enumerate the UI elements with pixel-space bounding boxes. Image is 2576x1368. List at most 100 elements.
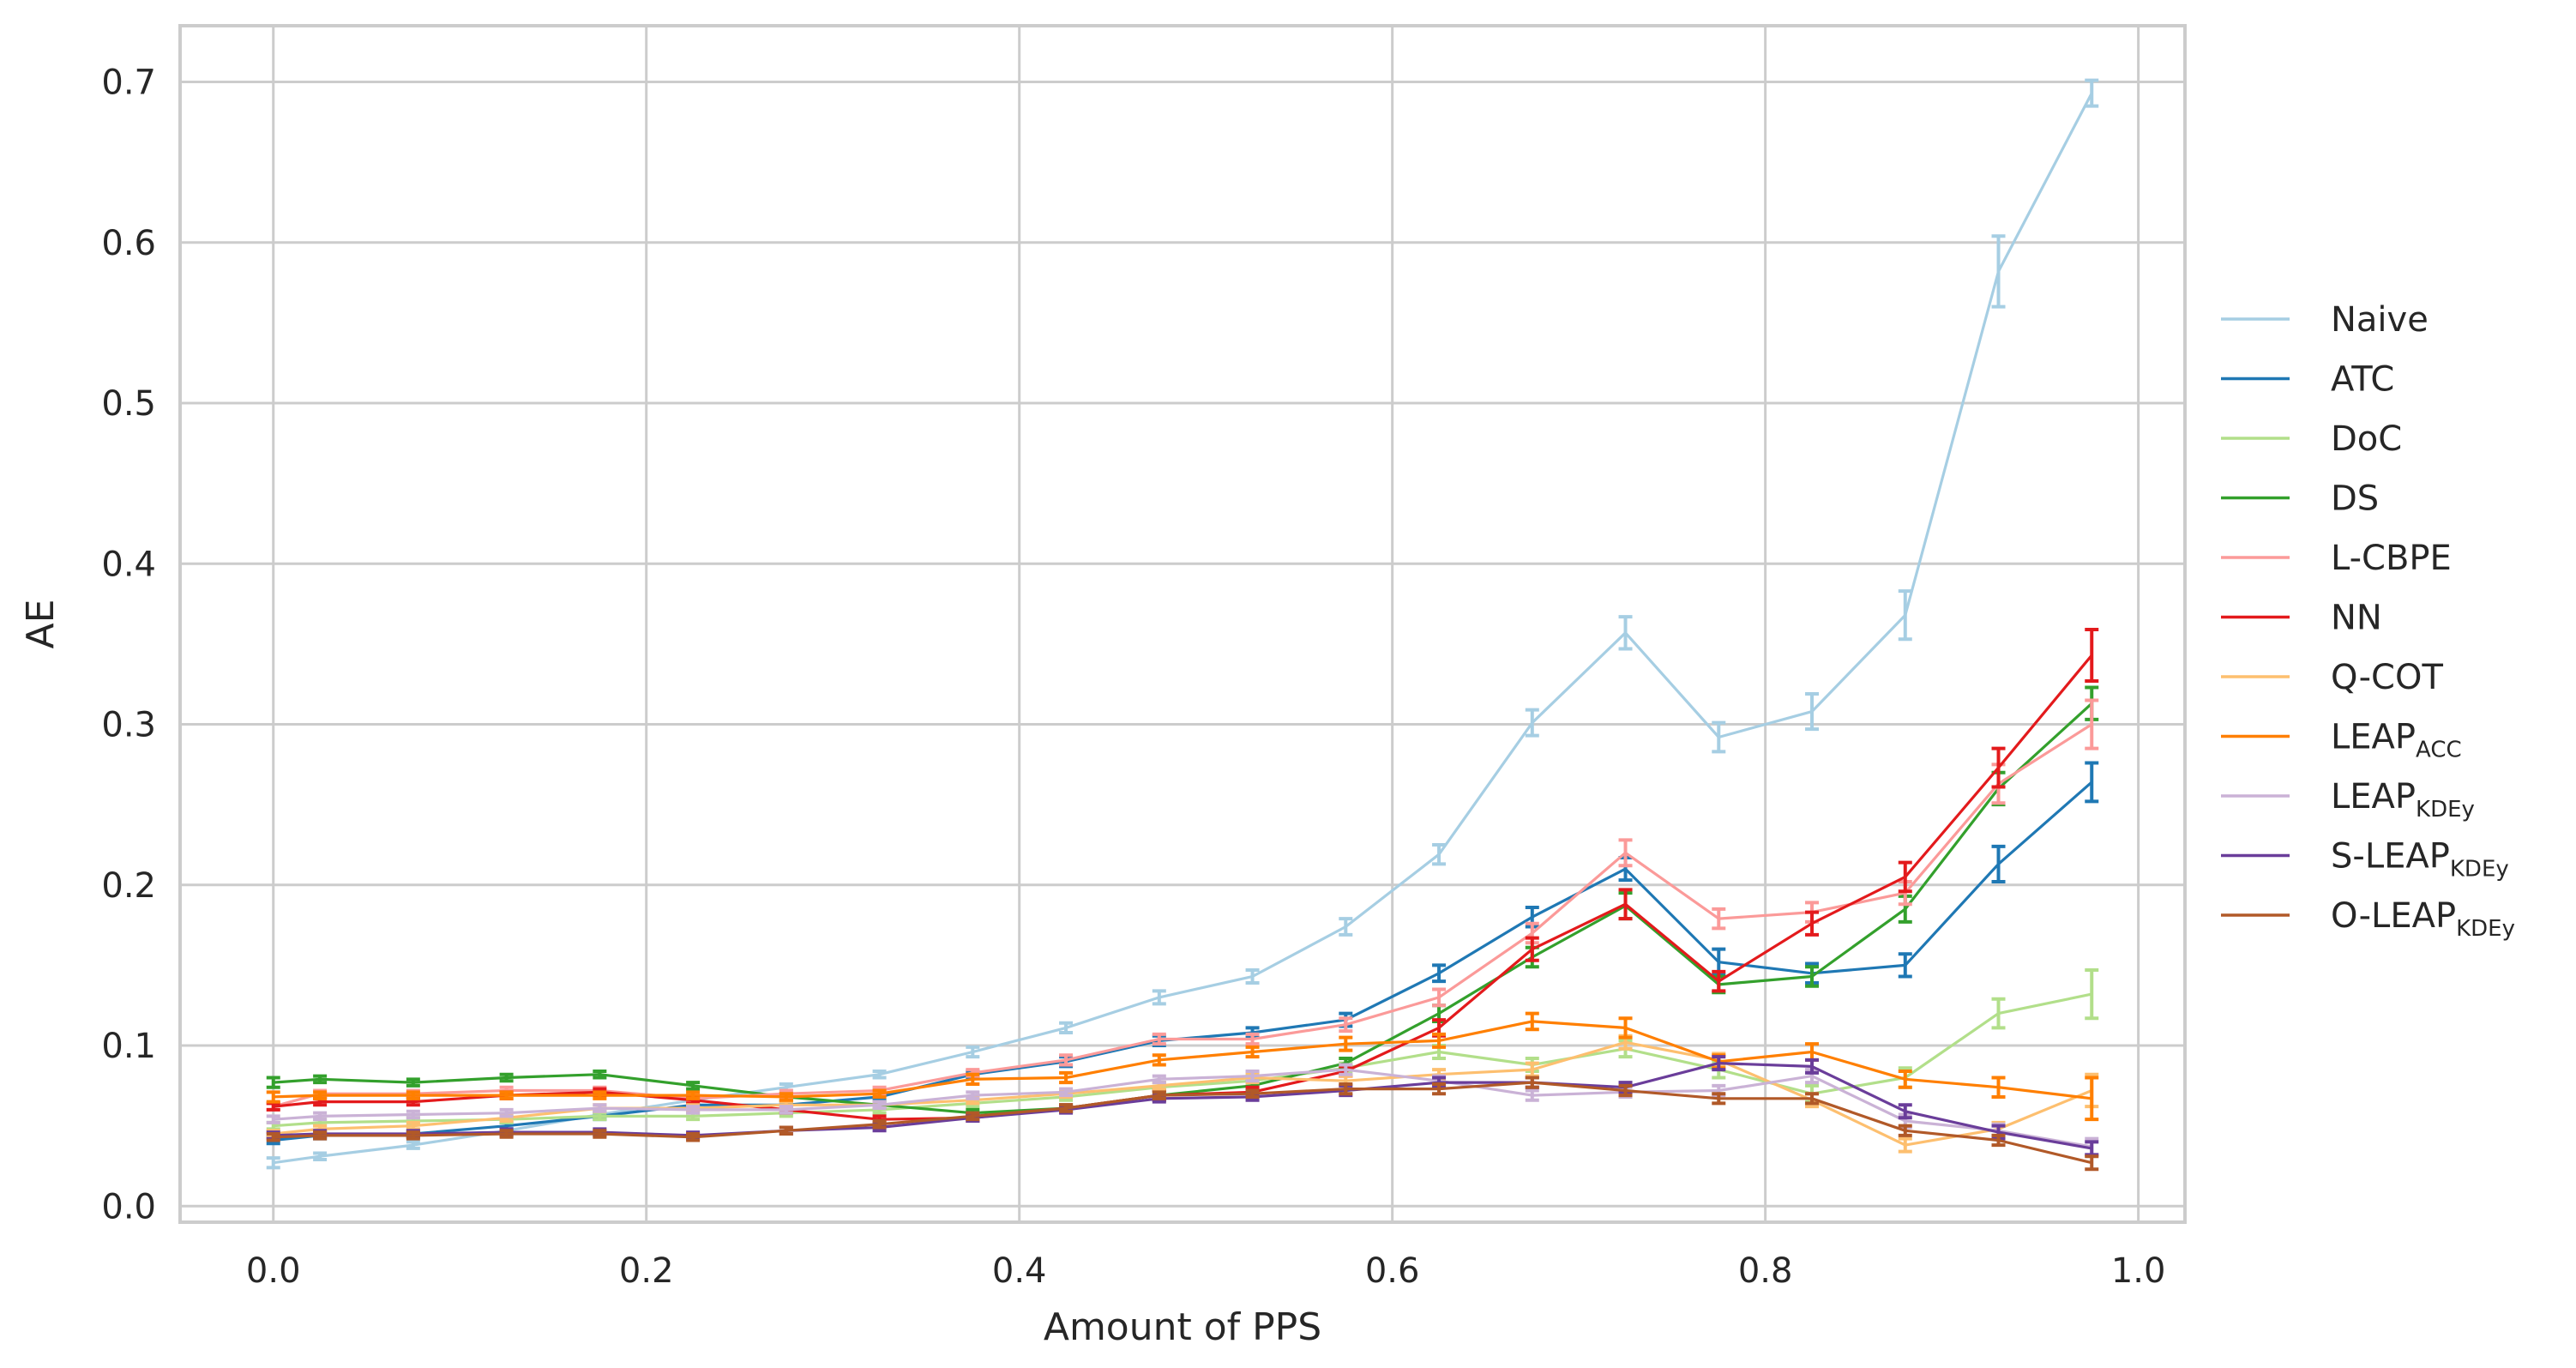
legend-label: O-LEAPKDEy (2331, 896, 2515, 942)
y-tick-label: 0.5 (101, 384, 156, 424)
y-tick-label: 0.4 (101, 545, 156, 584)
error-bar (1712, 907, 1726, 931)
error-bar (1898, 1103, 1912, 1120)
error-bar (1712, 1055, 1726, 1072)
y-tick-label: 0.1 (101, 1027, 156, 1066)
legend-item: ATC (2221, 360, 2394, 400)
x-tick-label: 0.4 (992, 1251, 1047, 1291)
error-bar (499, 1090, 514, 1100)
error-bar (1339, 1016, 1353, 1034)
error-bar (2085, 1076, 2099, 1122)
error-bar (1898, 589, 1912, 642)
x-tick-label: 0.0 (246, 1251, 301, 1291)
error-bar (1339, 1035, 1353, 1052)
tick-labels: 0.0 0.2 0.4 0.6 0.8 1.0 0.0 0.1 0.2 0.3 0.4 0.5 0.6 0… (101, 63, 2165, 1291)
error-bar (1712, 1092, 1726, 1106)
legend-item: LEAPKDEy (2221, 777, 2475, 823)
error-bar (1432, 987, 1447, 1008)
error-bar (1991, 234, 2006, 309)
legend-item: Naive (2221, 300, 2429, 340)
error-bar (1618, 888, 1633, 921)
error-bar (1618, 615, 1633, 651)
error-bar (1991, 997, 2006, 1030)
y-axis-label: AE (19, 600, 63, 649)
error-bar (872, 1119, 887, 1130)
error-bar (686, 1081, 701, 1091)
error-bar (406, 1077, 420, 1088)
error-bar (406, 1090, 420, 1100)
error-bar (499, 1129, 514, 1139)
error-bar (1432, 963, 1447, 984)
error-bar (1618, 1083, 1633, 1098)
error-bar (1152, 989, 1166, 1006)
error-bar (872, 1069, 887, 1080)
error-bar (779, 1125, 793, 1136)
error-bar (1805, 1092, 1820, 1106)
error-bar (1432, 1082, 1447, 1096)
error-bar (1152, 1053, 1166, 1067)
error-bar (1991, 746, 2006, 789)
legend-item: S-LEAPKDEy (2221, 837, 2509, 883)
series-leap-acc (266, 1011, 2099, 1122)
error-bar (779, 1092, 793, 1102)
error-bar (1805, 910, 1820, 937)
error-bar (1712, 720, 1726, 754)
error-bar (1991, 1133, 2006, 1148)
error-bar (1245, 1069, 1260, 1083)
x-tick-label: 0.2 (619, 1251, 674, 1291)
error-bar (1245, 1088, 1260, 1099)
error-bar (313, 1074, 328, 1085)
error-bar (406, 1109, 420, 1120)
legend-item: DS (2221, 479, 2379, 519)
error-bar (1339, 1063, 1353, 1076)
error-bar (1245, 1032, 1260, 1046)
error-bar (1339, 917, 1353, 937)
error-bar (266, 1090, 280, 1104)
error-bar (1059, 1087, 1074, 1098)
series-leap-kdey (266, 1063, 2099, 1157)
error-bar (593, 1103, 607, 1113)
x-axis-label: Amount of PPS (1044, 1305, 1321, 1349)
error-bar (1525, 708, 1539, 738)
error-bar (1432, 842, 1447, 866)
error-bar (1805, 691, 1820, 732)
error-bar (1245, 1045, 1260, 1059)
error-bar (313, 1090, 328, 1100)
error-bar (2085, 761, 2099, 804)
series-naive (266, 78, 2099, 1170)
legend-item: NN (2221, 599, 2382, 638)
y-tick-label: 0.2 (101, 866, 156, 906)
error-bar (593, 1090, 607, 1100)
legend-label: L-CBPE (2331, 539, 2452, 578)
plot-frame (178, 24, 2187, 1224)
legend: Naive ATC DoC DS L-CBPE NN Q-COT LEAPACC LEAPKDE… (2221, 300, 2515, 942)
error-bar (1059, 1070, 1074, 1085)
error-bar (1525, 1088, 1539, 1102)
error-bar (266, 1076, 280, 1089)
error-bar (499, 1107, 514, 1118)
error-bar (966, 1090, 980, 1100)
error-bar (1432, 1032, 1447, 1049)
error-bar (1059, 1021, 1074, 1035)
error-bar (686, 1090, 701, 1100)
error-bar (313, 1111, 328, 1122)
error-bar (406, 1130, 420, 1141)
error-bar (1991, 844, 2006, 884)
error-bar (1059, 1103, 1074, 1113)
series-layer (266, 78, 2099, 1172)
y-tick-label: 0.0 (101, 1187, 156, 1226)
legend-item: O-LEAPKDEy (2221, 896, 2515, 942)
error-bar (1898, 860, 1912, 894)
error-bar (966, 1045, 980, 1059)
y-tick-label: 0.3 (101, 706, 156, 745)
error-bar (2085, 78, 2099, 108)
error-bar (1525, 1076, 1539, 1089)
error-bar (1339, 1082, 1353, 1096)
error-bar (1618, 838, 1633, 868)
legend-item: Q-COT (2221, 658, 2443, 697)
legend-label: S-LEAPKDEy (2331, 837, 2509, 883)
error-bar (686, 1105, 701, 1115)
error-bar (406, 1140, 420, 1150)
legend-item: LEAPACC (2221, 718, 2462, 763)
